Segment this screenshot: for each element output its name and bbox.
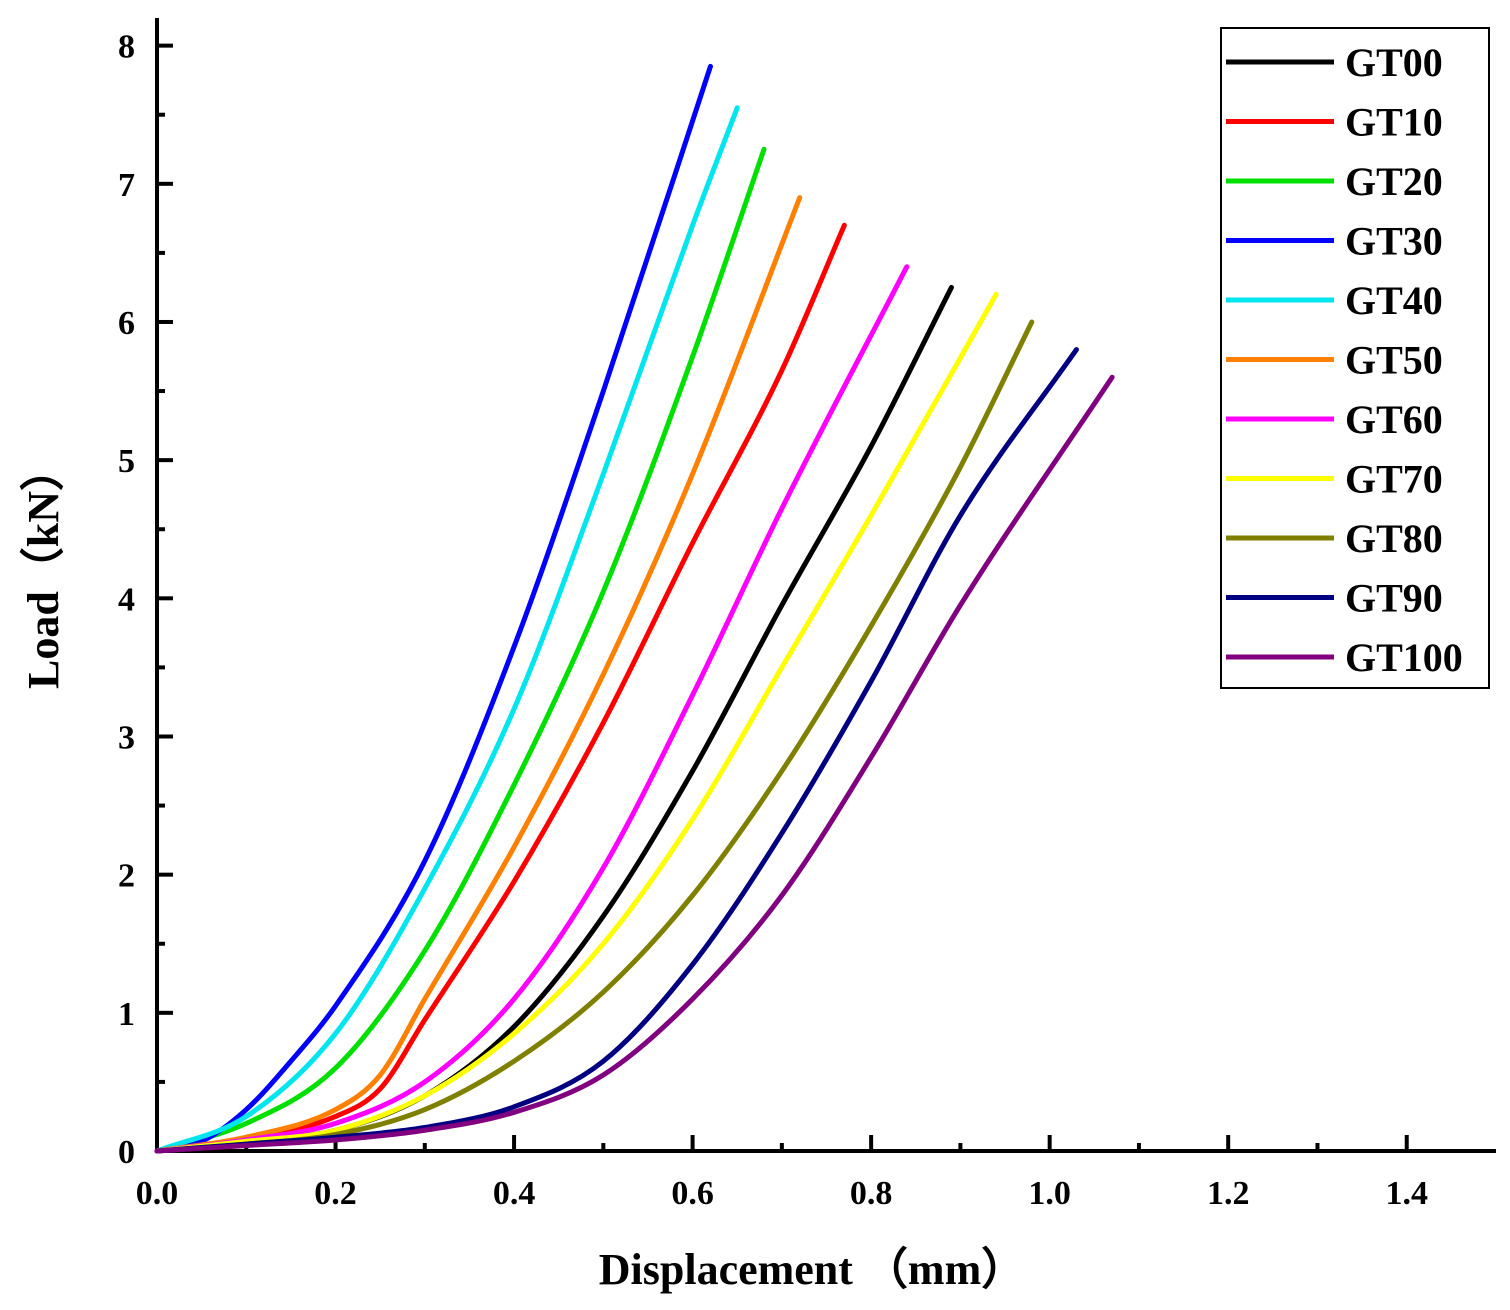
series-lines [154,63,1115,1154]
series-line-gt40 [154,105,740,1154]
y-tick-label: 6 [118,305,135,342]
y-tick-label: 7 [118,167,135,204]
legend-items: GT00 GT10 GT20 GT30 GT40 GT50 GT60 GT70 GT80 GT90… [1226,40,1463,680]
series-line-gt20 [154,146,767,1154]
y-axis-title: Load（kN） [19,447,68,689]
y-tick-label: 0 [118,1134,135,1171]
series-line-gt80 [154,319,1035,1154]
x-axis-title: Displacement （mm） [599,1245,1026,1294]
y-tick-label: 4 [118,581,135,618]
series-line-gt00 [154,284,954,1154]
legend-label-gt30: GT30 [1345,219,1443,264]
legend: GT00 GT10 GT20 GT30 GT40 GT50 GT60 GT70 GT80 GT90… [1220,27,1490,689]
legend-label-gt40: GT40 [1345,278,1443,323]
legend-label-gt20: GT20 [1345,159,1443,204]
series-line-gt70 [154,291,999,1154]
x-tick-label: 1.2 [1207,1175,1250,1212]
y-ticks: 0 1 2 3 4 5 6 7 8 [118,29,173,1171]
legend-label-gt00: GT00 [1345,40,1443,85]
series-line-gt60 [154,264,910,1154]
y-tick-label: 2 [118,858,135,895]
series-line-gt30 [154,63,713,1154]
series-line-gt90 [154,347,1079,1154]
y-tick-label: 3 [118,719,135,756]
x-tick-label: 0.6 [671,1175,714,1212]
y-tick-label: 1 [118,996,135,1033]
x-tick-label: 0.8 [850,1175,893,1212]
series-line-gt100 [154,374,1115,1154]
legend-label-gt60: GT60 [1345,397,1443,442]
x-ticks: 0.0 0.2 0.4 0.6 0.8 1.0 1.2 1.4 [136,1135,1428,1212]
legend-label-gt100: GT100 [1345,635,1463,680]
legend-label-gt80: GT80 [1345,516,1443,561]
x-tick-label: 0.4 [493,1175,536,1212]
series-line-gt50 [154,195,803,1154]
legend-label-gt90: GT90 [1345,576,1443,621]
y-tick-label: 8 [118,29,135,66]
axes-group: 0.0 0.2 0.4 0.6 0.8 1.0 1.2 1.4 0 1 2 3 4 5 6 7 8 [118,18,1496,1212]
x-tick-label: 0.0 [136,1175,179,1212]
x-tick-label: 1.4 [1385,1175,1428,1212]
legend-label-gt10: GT10 [1345,100,1443,145]
series-line-gt10 [154,222,847,1154]
y-tick-label: 5 [118,443,135,480]
legend-label-gt70: GT70 [1345,457,1443,502]
x-tick-label: 0.2 [314,1175,357,1212]
legend-label-gt50: GT50 [1345,338,1443,383]
x-tick-label: 1.0 [1028,1175,1071,1212]
